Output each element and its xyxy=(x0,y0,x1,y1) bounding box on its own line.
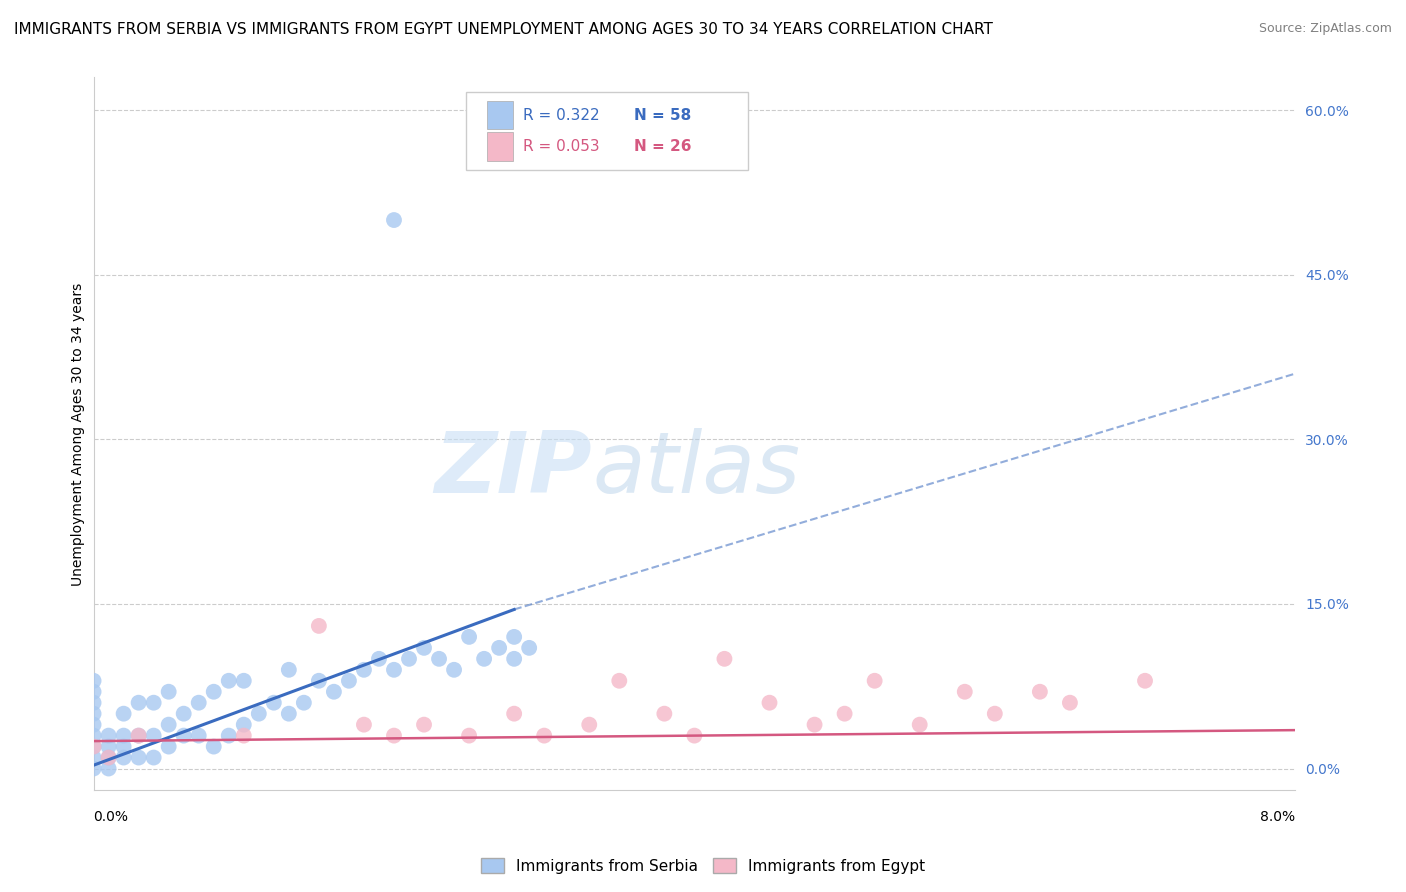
Point xyxy=(202,739,225,754)
Text: IMMIGRANTS FROM SERBIA VS IMMIGRANTS FROM EGYPT UNEMPLOYMENT AMONG AGES 30 TO 34: IMMIGRANTS FROM SERBIA VS IMMIGRANTS FRO… xyxy=(14,22,993,37)
Point xyxy=(128,729,150,743)
Point xyxy=(443,663,465,677)
Point xyxy=(472,652,495,666)
Point xyxy=(218,729,240,743)
Point xyxy=(533,729,555,743)
Point xyxy=(97,762,120,776)
Point xyxy=(368,652,391,666)
Point xyxy=(83,729,105,743)
Legend: Immigrants from Serbia, Immigrants from Egypt: Immigrants from Serbia, Immigrants from … xyxy=(475,852,931,880)
Point xyxy=(142,696,165,710)
Point xyxy=(353,717,375,731)
Point xyxy=(112,729,135,743)
Point xyxy=(308,673,330,688)
Point xyxy=(654,706,676,721)
Point xyxy=(128,696,150,710)
Point xyxy=(83,739,105,754)
Point xyxy=(803,717,825,731)
Point xyxy=(173,706,195,721)
Point xyxy=(382,213,405,227)
Point xyxy=(202,684,225,698)
Text: N = 26: N = 26 xyxy=(634,139,692,154)
Point xyxy=(187,696,209,710)
Point xyxy=(1059,696,1081,710)
Point xyxy=(503,630,526,644)
Point xyxy=(232,717,254,731)
Point xyxy=(112,739,135,754)
Point xyxy=(578,717,600,731)
Point xyxy=(83,739,105,754)
Point xyxy=(83,750,105,764)
Point xyxy=(83,706,105,721)
Point xyxy=(953,684,976,698)
Point xyxy=(353,663,375,677)
FancyBboxPatch shape xyxy=(486,132,513,161)
Point xyxy=(322,684,344,698)
Point xyxy=(97,739,120,754)
Point xyxy=(142,729,165,743)
Point xyxy=(157,684,180,698)
Point xyxy=(458,729,481,743)
Point xyxy=(97,750,120,764)
Point xyxy=(97,750,120,764)
Text: Source: ZipAtlas.com: Source: ZipAtlas.com xyxy=(1258,22,1392,36)
Point xyxy=(1133,673,1156,688)
Text: R = 0.053: R = 0.053 xyxy=(523,139,599,154)
Point xyxy=(398,652,420,666)
Point xyxy=(128,750,150,764)
Text: atlas: atlas xyxy=(592,428,800,511)
Point xyxy=(337,673,360,688)
Point xyxy=(863,673,886,688)
Point xyxy=(97,729,120,743)
Point xyxy=(128,729,150,743)
Point xyxy=(413,717,436,731)
Point xyxy=(834,706,856,721)
Text: ZIP: ZIP xyxy=(434,428,592,511)
Point xyxy=(263,696,285,710)
Point xyxy=(83,717,105,731)
Point xyxy=(1029,684,1052,698)
Point xyxy=(157,717,180,731)
Text: N = 58: N = 58 xyxy=(634,108,692,123)
Point xyxy=(218,673,240,688)
Point xyxy=(517,640,540,655)
Point xyxy=(112,750,135,764)
Point xyxy=(277,663,299,677)
Point xyxy=(458,630,481,644)
Text: R = 0.322: R = 0.322 xyxy=(523,108,599,123)
Y-axis label: Unemployment Among Ages 30 to 34 years: Unemployment Among Ages 30 to 34 years xyxy=(72,283,86,585)
Point xyxy=(292,696,315,710)
Point xyxy=(488,640,510,655)
Point xyxy=(247,706,270,721)
Point xyxy=(142,750,165,764)
Point xyxy=(173,729,195,743)
Point xyxy=(277,706,299,721)
Point xyxy=(713,652,735,666)
Point xyxy=(758,696,780,710)
Point xyxy=(232,673,254,688)
Point xyxy=(157,739,180,754)
Text: 0.0%: 0.0% xyxy=(94,810,128,824)
Point xyxy=(112,706,135,721)
Text: 8.0%: 8.0% xyxy=(1260,810,1295,824)
Point xyxy=(427,652,450,666)
Point xyxy=(187,729,209,743)
FancyBboxPatch shape xyxy=(486,101,513,129)
Point xyxy=(607,673,630,688)
Point xyxy=(683,729,706,743)
Point xyxy=(232,729,254,743)
Point xyxy=(83,673,105,688)
Point xyxy=(83,696,105,710)
Point xyxy=(503,706,526,721)
Point xyxy=(382,663,405,677)
Point xyxy=(382,729,405,743)
Point xyxy=(413,640,436,655)
Point xyxy=(308,619,330,633)
Point xyxy=(908,717,931,731)
Point xyxy=(83,684,105,698)
Point xyxy=(503,652,526,666)
Point xyxy=(83,762,105,776)
Point xyxy=(984,706,1007,721)
FancyBboxPatch shape xyxy=(465,92,748,170)
